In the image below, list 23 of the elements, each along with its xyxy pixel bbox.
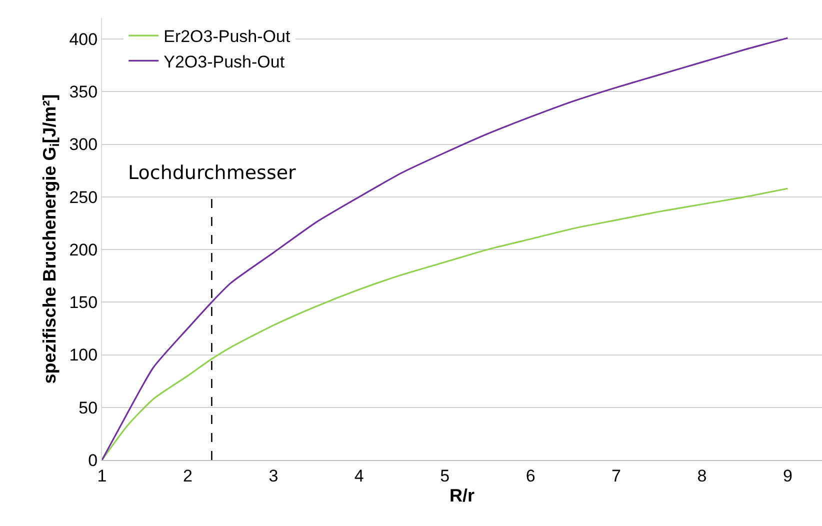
legend-label: Y2O3-Push-Out xyxy=(164,52,285,72)
y-tick-label: 300 xyxy=(69,135,98,154)
x-tick-label: 6 xyxy=(526,466,536,486)
x-tick-label: 5 xyxy=(440,466,450,486)
x-tick-label: 3 xyxy=(268,466,278,486)
x-axis-title: R/r xyxy=(449,486,475,506)
y-tick-label: 200 xyxy=(69,240,98,260)
y-tick-label: 0 xyxy=(88,450,98,470)
x-tick-label: 2 xyxy=(182,466,192,486)
y-tick-label: 50 xyxy=(78,398,98,418)
x-tick-label: 9 xyxy=(782,466,792,486)
y-tick-label: 100 xyxy=(69,346,98,365)
line-series xyxy=(102,188,789,460)
y-tick-label: 250 xyxy=(69,188,98,207)
y-tick-label: 150 xyxy=(69,293,98,312)
y-tick-label: 400 xyxy=(69,30,98,49)
legend-label: Er2O3-Push-Out xyxy=(164,27,290,46)
x-tick-label: 1 xyxy=(97,466,107,486)
y-tick-label: 350 xyxy=(69,82,98,102)
ref-line-label: Lochdurchmesser xyxy=(128,162,296,184)
x-tick-label: 4 xyxy=(354,466,364,486)
x-tick-label: 7 xyxy=(612,466,622,486)
x-tick-label: 8 xyxy=(697,466,707,486)
